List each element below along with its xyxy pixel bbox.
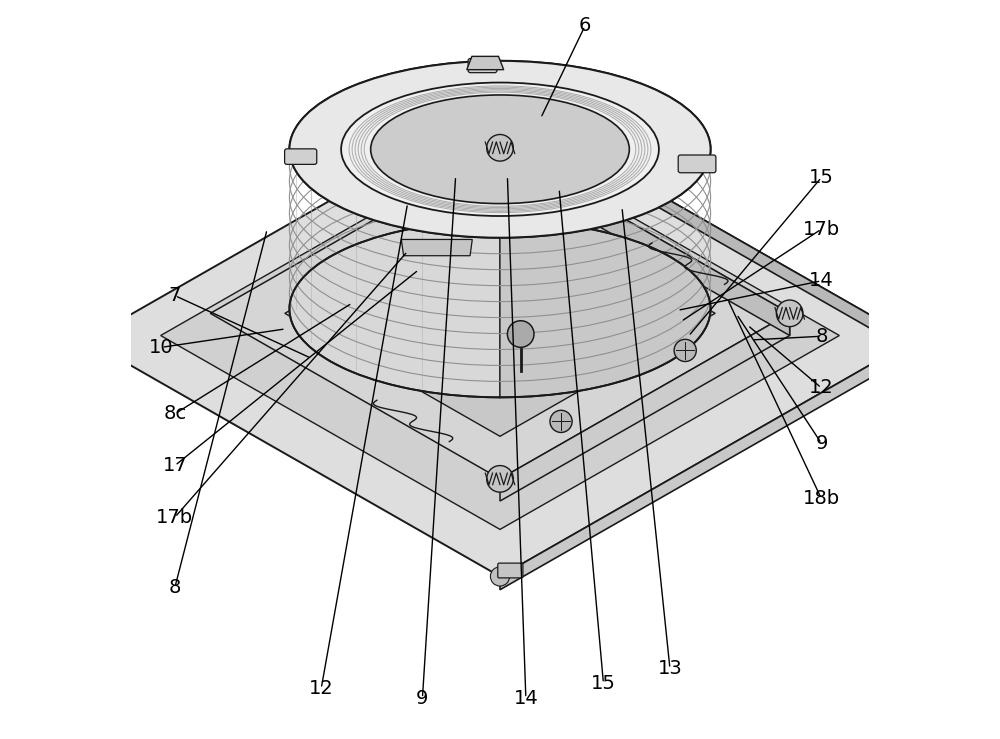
Polygon shape (500, 148, 790, 336)
Ellipse shape (341, 83, 659, 216)
Text: 10: 10 (149, 338, 174, 357)
Ellipse shape (289, 61, 711, 238)
Circle shape (487, 134, 513, 161)
Circle shape (904, 330, 923, 350)
Circle shape (77, 330, 96, 350)
Text: 9: 9 (815, 434, 828, 453)
FancyBboxPatch shape (285, 149, 317, 164)
Text: 14: 14 (809, 271, 834, 290)
Text: 17b: 17b (803, 219, 840, 239)
Polygon shape (161, 142, 839, 529)
Text: 15: 15 (809, 168, 834, 187)
Text: 15: 15 (591, 674, 616, 693)
Text: 18b: 18b (803, 489, 840, 508)
Polygon shape (401, 239, 472, 256)
Polygon shape (500, 61, 710, 398)
Text: 8: 8 (815, 327, 828, 346)
Text: 6: 6 (579, 16, 591, 35)
Text: 13: 13 (658, 659, 682, 678)
Text: 8c: 8c (163, 404, 186, 423)
Circle shape (550, 410, 572, 432)
Text: 17: 17 (162, 456, 187, 475)
Polygon shape (500, 340, 914, 590)
Circle shape (487, 466, 513, 492)
Circle shape (674, 339, 696, 361)
FancyBboxPatch shape (468, 58, 497, 72)
Polygon shape (210, 148, 790, 479)
Text: 9: 9 (416, 689, 429, 708)
Polygon shape (467, 56, 504, 69)
Ellipse shape (371, 95, 629, 203)
FancyBboxPatch shape (891, 338, 916, 353)
Circle shape (490, 567, 510, 586)
Circle shape (507, 321, 534, 347)
Text: 12: 12 (309, 679, 334, 698)
Text: 14: 14 (513, 689, 538, 708)
Text: 8: 8 (169, 578, 181, 597)
Circle shape (776, 300, 803, 327)
Polygon shape (500, 103, 914, 353)
Polygon shape (290, 61, 500, 398)
Circle shape (490, 94, 510, 113)
Polygon shape (500, 313, 790, 501)
FancyBboxPatch shape (678, 155, 716, 173)
Text: 12: 12 (809, 378, 834, 398)
Text: 7: 7 (169, 286, 181, 305)
FancyBboxPatch shape (498, 563, 523, 578)
Polygon shape (285, 191, 715, 436)
Text: 17b: 17b (156, 508, 193, 527)
Polygon shape (86, 103, 914, 576)
